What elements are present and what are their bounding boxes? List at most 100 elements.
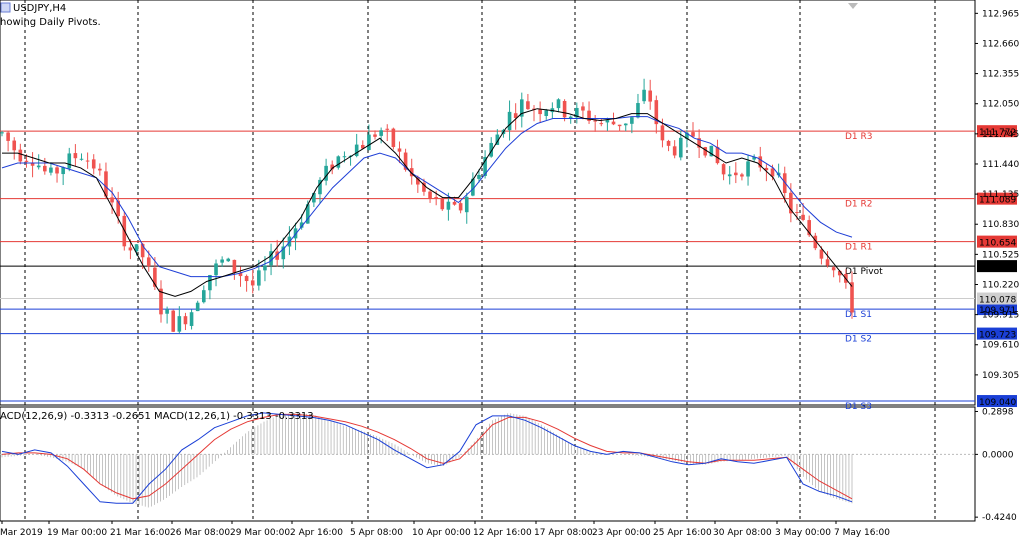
candle-body xyxy=(538,109,542,115)
candle-body xyxy=(299,222,304,228)
candle-body xyxy=(740,174,744,177)
candle-body xyxy=(685,132,689,139)
candle-body xyxy=(403,152,408,170)
candle-body xyxy=(568,116,573,119)
time-tick-label: 29 Mar 00:00 xyxy=(230,528,290,538)
candle-body xyxy=(807,220,811,236)
candle-body xyxy=(734,172,738,176)
candle-body xyxy=(238,273,243,277)
pivot-price-tag-text: 110.406 xyxy=(979,263,1016,273)
candle-body xyxy=(648,90,653,102)
candle-body xyxy=(758,156,763,168)
candle-body xyxy=(159,288,163,315)
pivot-price-tag-text: 109.040 xyxy=(979,398,1016,408)
candle-body xyxy=(360,144,365,149)
candle-body xyxy=(544,110,549,116)
candle-body xyxy=(605,120,610,123)
candle-body xyxy=(0,132,4,134)
candle-body xyxy=(195,302,200,312)
candle-body xyxy=(183,316,188,325)
macd-tick-label: 0.2898 xyxy=(982,407,1014,417)
candle-body xyxy=(134,244,139,252)
candles xyxy=(0,78,854,334)
candle-body xyxy=(599,123,604,125)
candle-body xyxy=(519,99,524,117)
candle-body xyxy=(30,163,35,166)
candle-body xyxy=(703,147,708,156)
pivot-price-tag xyxy=(977,303,1017,316)
candle-body xyxy=(513,113,518,118)
pivot-price-tag-text: 111.772 xyxy=(979,128,1016,138)
candle-body xyxy=(49,167,53,173)
candle-body xyxy=(312,192,316,203)
time-tick-label: 30 Apr 08:00 xyxy=(713,528,772,538)
candle-body xyxy=(354,144,359,157)
price-tick-label: 110.830 xyxy=(982,220,1019,230)
candle-body xyxy=(140,243,145,258)
candle-body xyxy=(721,164,726,175)
candle-body xyxy=(208,275,212,291)
pivot-price-tag xyxy=(977,125,1017,138)
candle-body xyxy=(782,173,787,194)
macd-panel[interactable] xyxy=(0,406,976,522)
candle-body xyxy=(691,132,695,137)
macd-tick-label: -0.4240 xyxy=(982,513,1017,523)
candle-body xyxy=(220,259,224,263)
candle-body xyxy=(165,309,169,314)
candle-body xyxy=(746,161,750,177)
candle-body xyxy=(850,282,854,313)
time-tick-label: 26 Mar 08:00 xyxy=(170,528,230,538)
time-axis: Mar 2019 19 Mar 00:00 21 Mar 16:00 26 Mar 0… xyxy=(0,521,890,538)
candle-body xyxy=(373,134,377,137)
candle-body xyxy=(318,179,322,195)
candle-body xyxy=(477,174,481,179)
candle-body xyxy=(18,149,23,162)
candle-body xyxy=(201,290,206,303)
candle-body xyxy=(819,249,824,259)
candle-body xyxy=(507,111,512,131)
candle-body xyxy=(495,134,500,145)
candle-body xyxy=(764,167,769,171)
candle-body xyxy=(666,140,671,146)
price-tick-label: 112.660 xyxy=(982,39,1019,49)
candle-body xyxy=(636,103,640,118)
scroll-marker-icon[interactable] xyxy=(848,3,858,9)
candle-body xyxy=(428,191,432,199)
vertical-gridlines xyxy=(24,0,936,521)
candle-body xyxy=(440,198,445,210)
candle-body xyxy=(385,128,390,130)
price-tick-label: 109.305 xyxy=(982,371,1019,381)
candle-body xyxy=(837,270,842,276)
candle-body xyxy=(269,251,273,266)
candle-body xyxy=(324,165,328,181)
candle-body xyxy=(263,265,267,271)
candle-body xyxy=(305,204,310,224)
price-tick-label: 110.220 xyxy=(982,280,1019,290)
candle-body xyxy=(85,160,90,162)
macd-indicator xyxy=(0,412,975,508)
time-tick-label: 25 Apr 16:00 xyxy=(653,528,712,538)
candle-body xyxy=(831,267,836,271)
candle-body xyxy=(104,171,108,197)
pivot-price-tag-text: 109.723 xyxy=(979,331,1016,341)
candle-body xyxy=(79,158,84,160)
candle-body xyxy=(116,200,120,217)
candle-body xyxy=(617,124,622,127)
pivot-label: D1 S3 xyxy=(845,402,872,412)
candle-body xyxy=(55,167,59,174)
candle-body xyxy=(36,165,41,168)
candle-body xyxy=(483,156,487,176)
pivot-lines: D1 R3 111.772 D1 R2 111.089 D1 R1 110.654 D1 P… xyxy=(0,125,1017,412)
pivot-label: D1 S1 xyxy=(845,310,872,320)
price-tick-label: 112.355 xyxy=(982,70,1019,80)
pivot-price-tag-text: 110.654 xyxy=(979,239,1016,249)
candle-body xyxy=(446,201,451,210)
ma-slow-line xyxy=(1,116,853,278)
moving-averages xyxy=(1,108,853,297)
macd-main-line xyxy=(1,412,853,504)
pivot-price-tag xyxy=(977,395,1017,408)
candle-body xyxy=(581,106,585,111)
candle-body xyxy=(715,146,720,164)
price-panel[interactable] xyxy=(0,0,976,406)
